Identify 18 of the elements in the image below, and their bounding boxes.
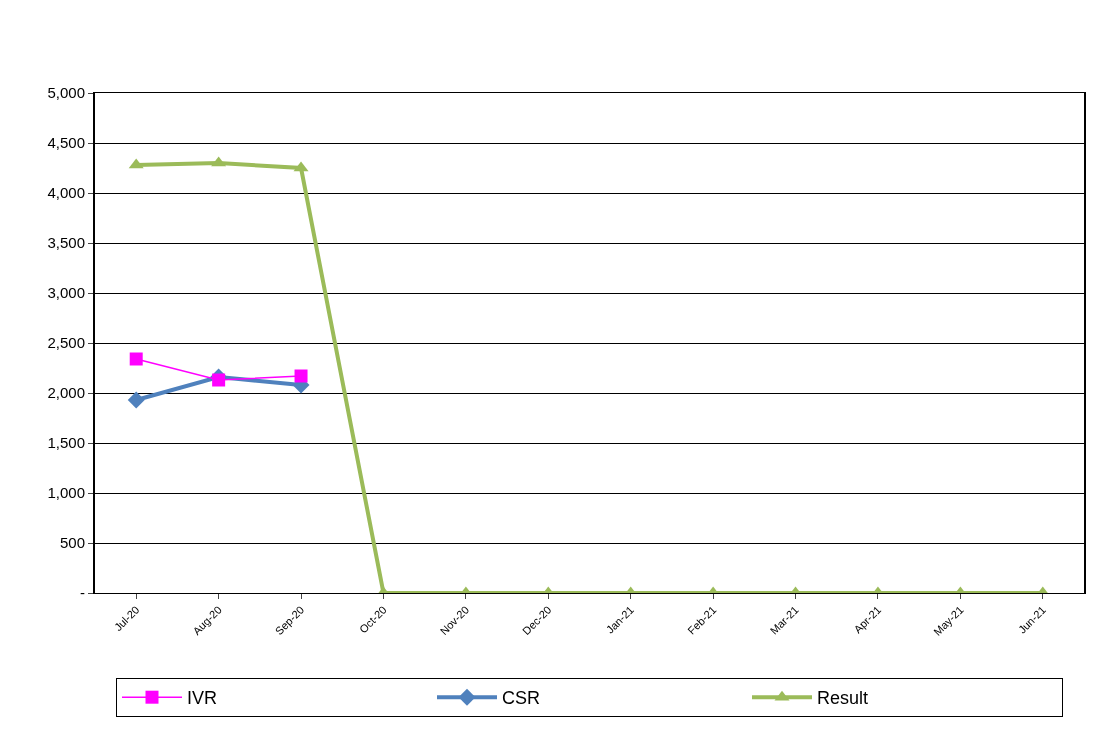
y-tick-label: 4,000 [47,184,85,202]
point [212,373,226,387]
y-tick-label: 1,500 [47,434,85,452]
y-tick-label: 3,000 [47,284,85,302]
y-tick-label: 500 [59,534,85,552]
point [129,352,143,366]
point [127,391,145,409]
point [294,369,308,383]
y-tick-label: 2,000 [47,384,85,402]
y-tick-label: - [80,584,85,602]
legend-label: Result [817,688,869,709]
y-tick-label: 4,500 [47,134,85,152]
y-tick-label: 5,000 [47,84,85,102]
y-tick-label: 3,500 [47,234,85,252]
y-tick-label: 1,000 [47,484,85,502]
y-tick-label: 2,500 [47,334,85,352]
legend-label: CSR [502,688,541,709]
legend-label: IVR [187,688,218,709]
